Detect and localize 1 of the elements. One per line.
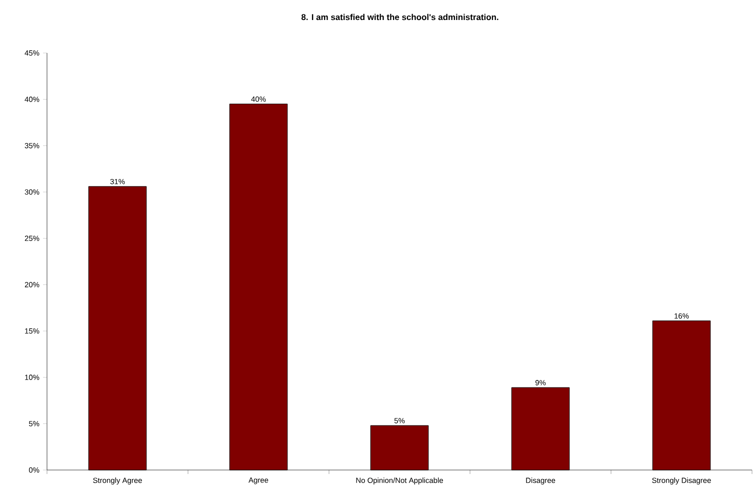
chart-title: 8. I am satisfied with the school's administration.: [301, 14, 498, 20]
